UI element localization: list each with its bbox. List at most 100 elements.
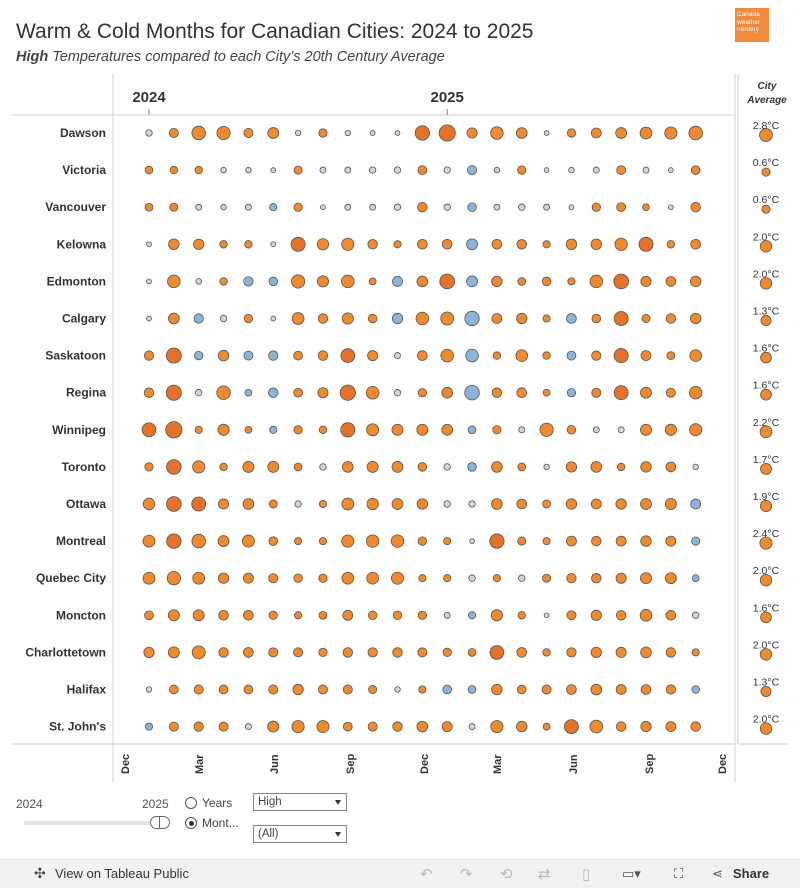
fullscreen-icon[interactable]: ⛶: [674, 866, 684, 881]
bubble: [165, 421, 183, 439]
bubble: [690, 165, 701, 175]
slider-min-label: 2024: [16, 797, 43, 811]
bubble: [566, 610, 577, 621]
bubble: [167, 646, 180, 659]
radio-months-label: Mont...: [202, 816, 239, 830]
undo-icon[interactable]: ↶: [420, 866, 433, 883]
bubble: [317, 387, 329, 399]
bubble: [468, 611, 477, 620]
bubble: [541, 684, 552, 695]
bubble: [442, 684, 452, 695]
bubble: [615, 610, 627, 621]
bubble: [689, 386, 703, 400]
bubble: [664, 126, 678, 140]
bubble: [541, 276, 552, 287]
bubble: [243, 276, 254, 287]
radio-months[interactable]: Mont...: [185, 816, 239, 830]
radio-months-dot[interactable]: [185, 817, 197, 829]
bubble: [543, 130, 550, 136]
year-label: 2024: [132, 89, 166, 106]
bubble: [268, 647, 279, 658]
bubble: [146, 241, 152, 248]
bubble: [617, 426, 625, 434]
bubble: [565, 461, 578, 473]
bubble: [293, 573, 303, 583]
bubble: [417, 350, 428, 361]
chevron-down-icon: [335, 800, 341, 805]
bubble: [491, 683, 503, 696]
bubble: [466, 238, 478, 251]
city-average-label: 1.6°C: [753, 380, 780, 392]
bubble: [615, 498, 627, 510]
bubble: [566, 388, 577, 398]
device-preview-icon[interactable]: ▭▾: [622, 866, 641, 881]
refresh-icon[interactable]: ⇄: [538, 866, 551, 883]
bubble: [318, 425, 328, 434]
year-slider-track[interactable]: [24, 821, 164, 825]
city-label: Saskatoon: [45, 349, 106, 363]
share-icon[interactable]: ⋖: [712, 866, 723, 881]
bubble: [416, 498, 429, 510]
bubble: [294, 500, 302, 508]
bubble: [341, 237, 355, 251]
bubble: [143, 646, 155, 658]
bubble: [591, 350, 602, 361]
bubble: [467, 462, 477, 472]
subtitle-emphasis: High: [16, 49, 49, 65]
controls-panel: 2024 2025 Years Mont... High (All): [0, 790, 800, 850]
city-average-bubble: [760, 463, 772, 475]
radio-years[interactable]: Years: [185, 796, 232, 810]
city-label: Quebec City: [36, 571, 106, 585]
bubble: [165, 347, 182, 364]
bubble: [217, 423, 230, 436]
bubble: [690, 498, 702, 510]
bubble: [191, 533, 206, 549]
bubble: [442, 647, 452, 658]
bubble: [244, 425, 253, 434]
bubble: [268, 684, 279, 695]
bubble: [417, 462, 428, 472]
bubble: [393, 389, 402, 397]
measure-select[interactable]: High: [253, 793, 347, 811]
chart-title: Warm & Cold Months for Canadian Cities: …: [16, 20, 534, 43]
bubble: [417, 610, 427, 620]
bubble: [591, 313, 602, 324]
pause-icon[interactable]: ▯: [582, 866, 591, 883]
bubble: [342, 461, 354, 473]
bubble: [640, 350, 652, 361]
bubble: [166, 496, 182, 512]
bubble: [367, 721, 378, 732]
bubble: [366, 423, 380, 437]
bubble: [318, 647, 328, 658]
city-average-bubble: [759, 128, 773, 142]
bubble: [690, 312, 702, 325]
brand-logo[interactable]: Canada weather nerdery: [735, 8, 769, 42]
revert-icon[interactable]: ⟲: [500, 866, 513, 883]
bubble: [490, 126, 504, 140]
city-label: Toronto: [62, 460, 106, 474]
bubble: [144, 202, 154, 212]
year-slider-handle[interactable]: [150, 816, 170, 829]
bubble: [640, 423, 652, 436]
bubble: [691, 574, 700, 583]
city-average-label: 2.0°C: [753, 231, 780, 243]
bubble: [244, 203, 252, 211]
bubble: [367, 610, 378, 621]
bubble: [165, 384, 182, 401]
bubble: [293, 350, 303, 361]
radio-years-dot[interactable]: [185, 797, 197, 809]
filter-select[interactable]: (All): [253, 825, 347, 843]
x-tick-label: Dec: [419, 754, 431, 774]
bubble: [517, 277, 527, 286]
bubble: [492, 351, 502, 360]
city-average-bubble: [759, 648, 773, 661]
bubble: [665, 535, 677, 547]
city-average-label: 1.3°C: [753, 306, 780, 318]
share-button[interactable]: Share: [733, 866, 770, 881]
view-on-tableau-link[interactable]: View on Tableau Public: [55, 866, 189, 881]
bubble: [565, 238, 578, 250]
x-tick-label: Jun: [269, 754, 281, 774]
bubble: [290, 236, 306, 252]
city-label: Vancouver: [45, 200, 106, 214]
redo-icon[interactable]: ↷: [460, 866, 473, 883]
